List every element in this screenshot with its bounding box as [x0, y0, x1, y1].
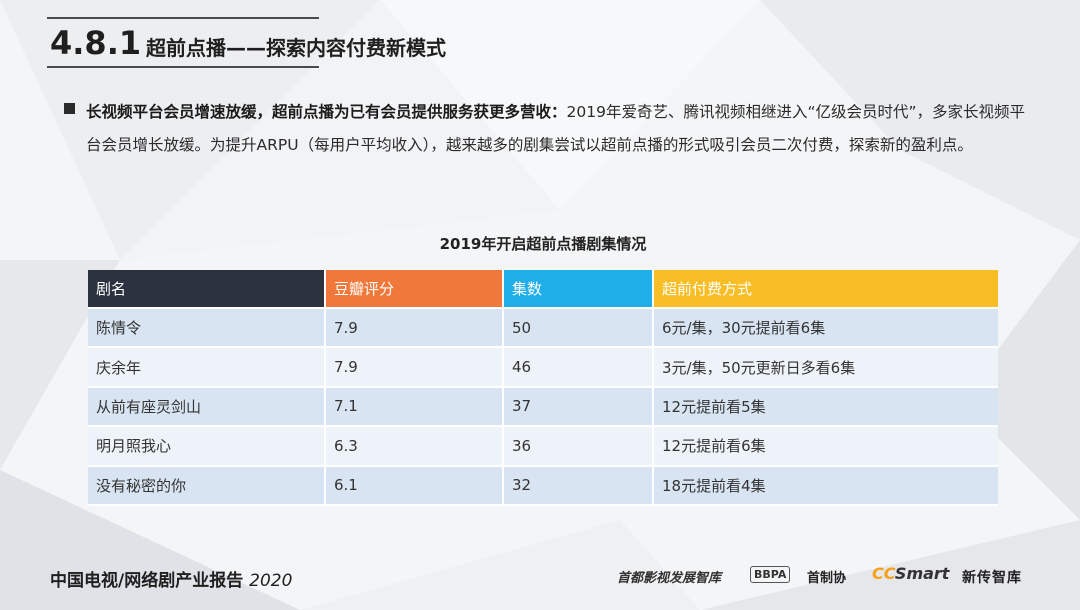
col-header-episodes: 集数: [504, 270, 654, 309]
section-title: 超前点播——探索内容付费新模式: [146, 36, 446, 60]
logo-ccsmart-rest: Smart: [894, 564, 950, 583]
cell-episodes: 37: [504, 387, 654, 428]
bullet-square-icon: [64, 103, 75, 114]
table-row: 从前有座灵剑山 7.1 37 12元提前看5集: [88, 387, 998, 428]
cell-douban: 6.3: [326, 427, 504, 467]
table-row: 庆余年 7.9 46 3元/集，50元更新日多看6集: [88, 348, 998, 388]
col-header-payment: 超前付费方式: [654, 270, 998, 309]
intro-paragraph: 长视频平台会员增速放缓，超前点播为已有会员提供服务获更多营收：2019年爱奇艺、…: [86, 96, 1031, 162]
cell-name: 没有秘密的你: [88, 466, 326, 506]
table-row: 陈情令 7.9 50 6元/集，30元提前看6集: [88, 309, 998, 349]
cell-douban: 7.1: [326, 387, 504, 428]
cell-payment: 12元提前看5集: [654, 387, 998, 428]
cell-name: 从前有座灵剑山: [88, 387, 326, 428]
cell-payment: 6元/集，30元提前看6集: [654, 309, 998, 349]
cell-douban: 6.1: [326, 466, 504, 506]
logo-bbpa-mark: BBPA: [750, 566, 791, 583]
col-header-douban: 豆瓣评分: [326, 270, 504, 309]
cell-name: 陈情令: [88, 309, 326, 349]
logo-capital-think-tank: 首都影视发展智库: [617, 571, 722, 586]
drama-table: 剧名 豆瓣评分 集数 超前付费方式 陈情令 7.9 50 6元/集，30元提前看…: [88, 270, 998, 506]
logo-xinchuan: 新传智库: [962, 570, 1022, 586]
table-title: 2019年开启超前点播剧集情况: [439, 235, 647, 253]
section-number: 4.8.1: [50, 24, 142, 62]
header-rule-bottom: [47, 66, 319, 68]
logo-ccsmart: CCSmart: [872, 564, 949, 583]
report-year: 2020: [249, 571, 293, 591]
cell-douban: 7.9: [326, 348, 504, 388]
cell-episodes: 32: [504, 466, 654, 506]
report-title-text: 中国电视/网络剧产业报告: [50, 571, 244, 591]
paragraph-lead: 长视频平台会员增速放缓，超前点播为已有会员提供服务获更多营收：: [86, 103, 567, 121]
cell-episodes: 36: [504, 427, 654, 467]
logo-ccsmart-cc: CC: [872, 564, 895, 583]
table-header-row: 剧名 豆瓣评分 集数 超前付费方式: [88, 270, 998, 309]
cell-payment: 12元提前看6集: [654, 427, 998, 467]
col-header-name: 剧名: [88, 270, 326, 309]
cell-payment: 18元提前看4集: [654, 466, 998, 506]
logo-bbpa-text: 首制协: [807, 571, 847, 586]
table-row: 明月照我心 6.3 36 12元提前看6集: [88, 427, 998, 467]
header-rule-top: [47, 17, 319, 19]
cell-episodes: 46: [504, 348, 654, 388]
report-title: 中国电视/网络剧产业报告 2020: [50, 566, 292, 591]
cell-payment: 3元/集，50元更新日多看6集: [654, 348, 998, 388]
cell-douban: 7.9: [326, 309, 504, 349]
table-row: 没有秘密的你 6.1 32 18元提前看4集: [88, 466, 998, 506]
cell-episodes: 50: [504, 309, 654, 349]
paragraph-body: 2019年爱奇艺、腾讯视频相继进入“亿级会员时代”，多家长视频平台会员增长放缓。…: [86, 103, 1026, 154]
cell-name: 庆余年: [88, 348, 326, 388]
cell-name: 明月照我心: [88, 427, 326, 467]
